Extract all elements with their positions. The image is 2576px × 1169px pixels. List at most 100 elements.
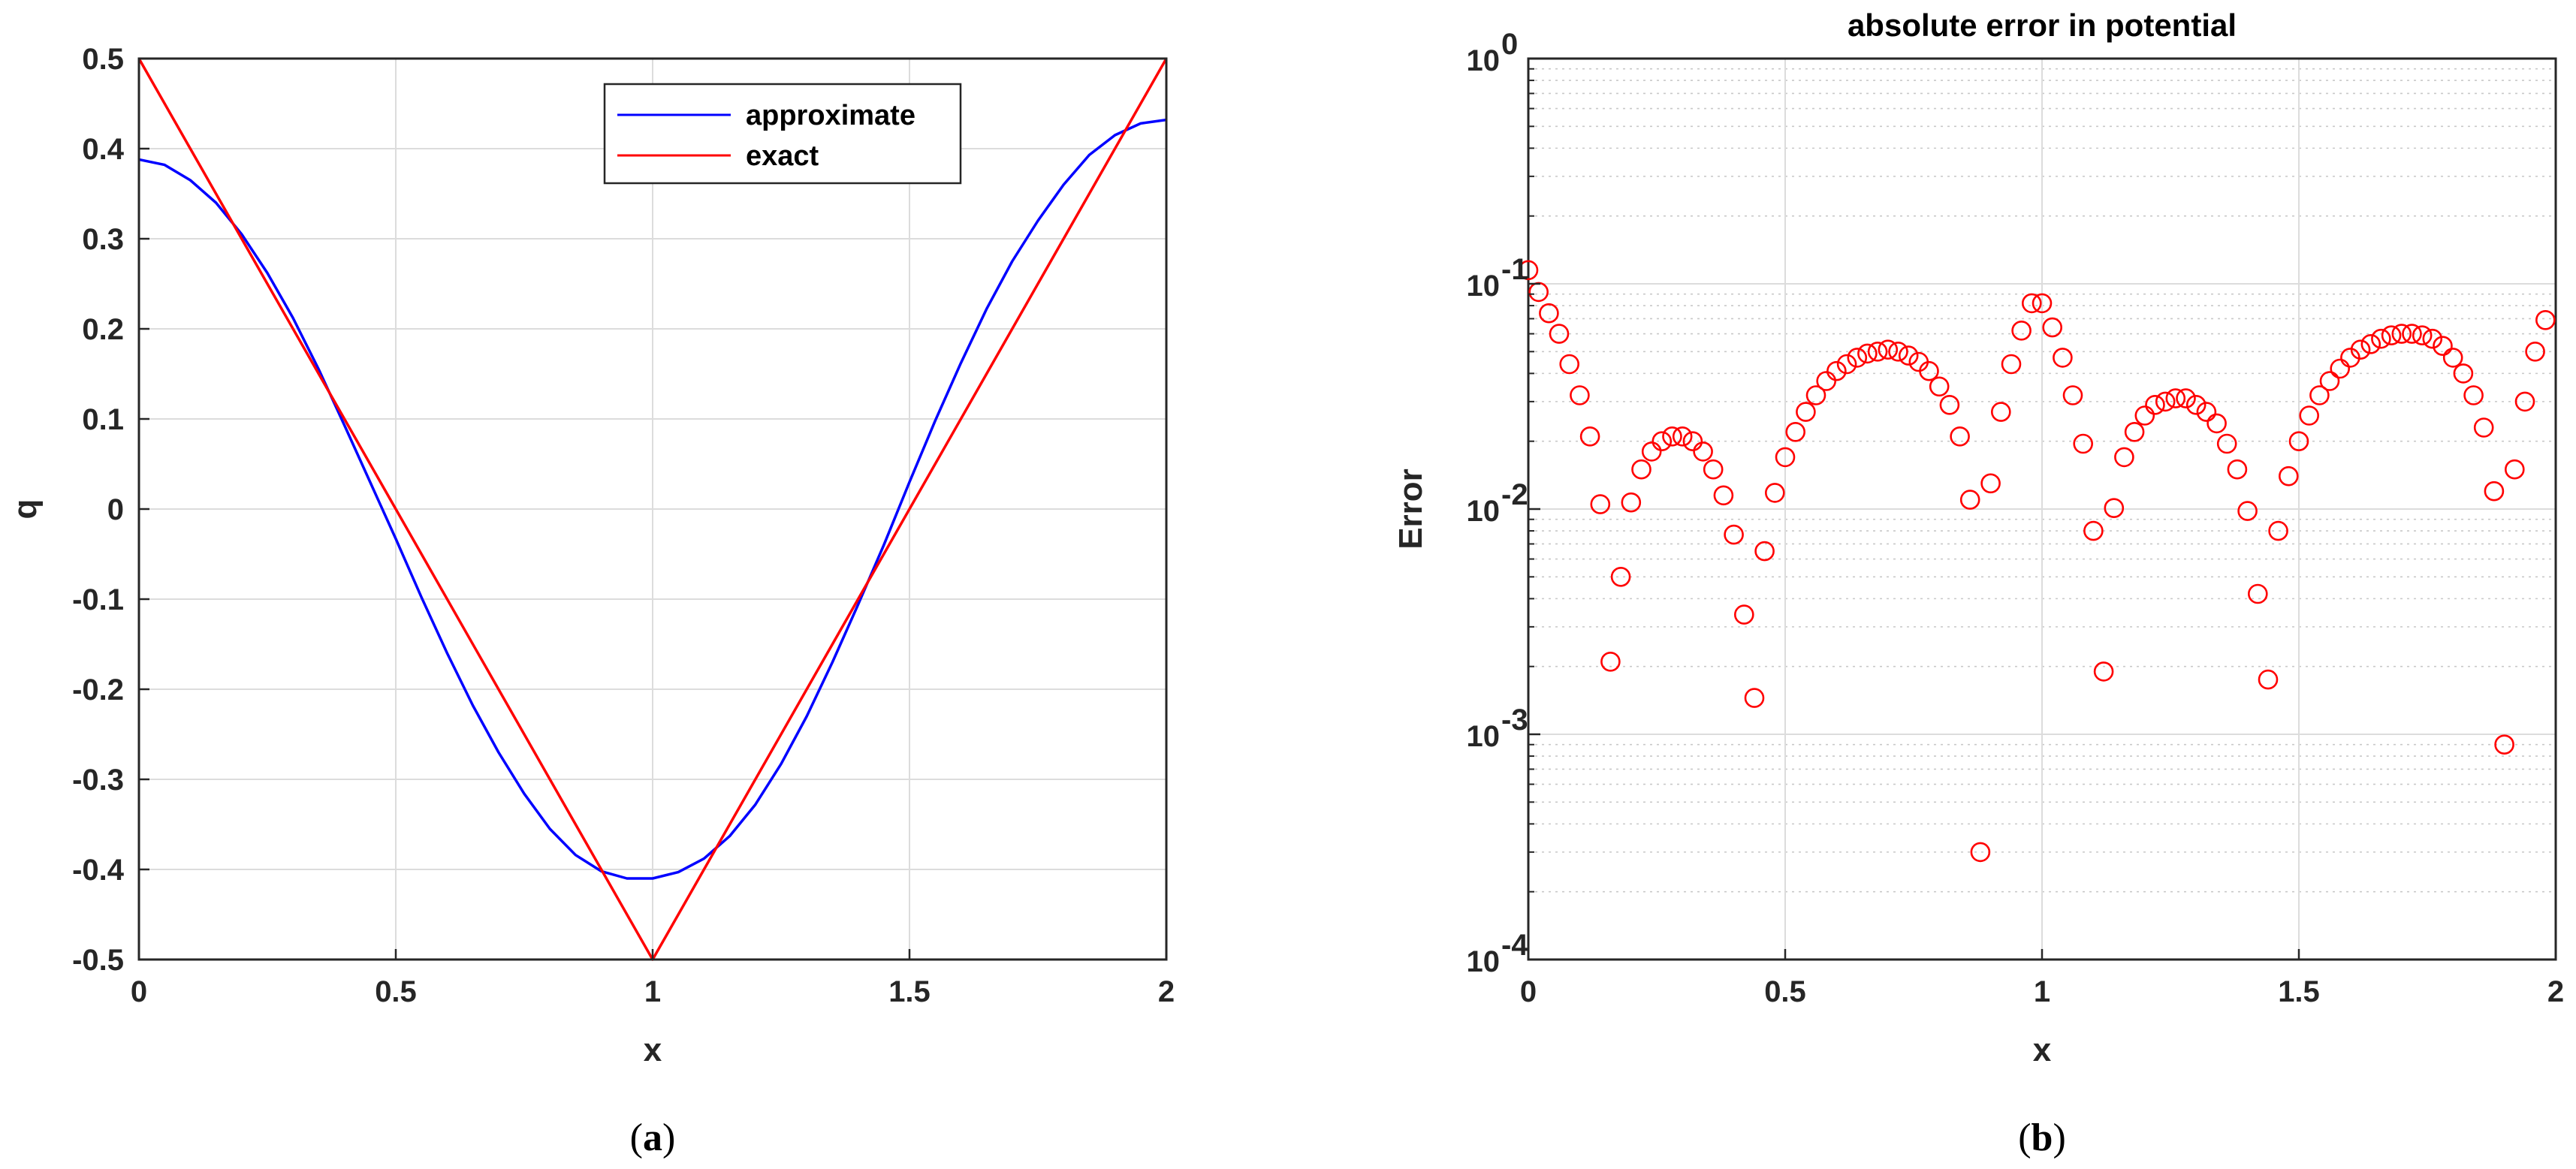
error-marker (1796, 402, 1816, 422)
error-marker (1682, 431, 1703, 452)
panel-a-chart: 0 0.5 1 1.5 2 -0.5 -0.4 -0.3 -0.2 -0.1 0 0.1 0.2 0.3 0… (7, 43, 1175, 1159)
error-marker (1590, 494, 1611, 514)
error-marker (1857, 343, 1878, 364)
error-marker (2299, 405, 2319, 426)
error-marker (1754, 541, 1775, 562)
error-marker (1970, 842, 1991, 863)
x-tick-label: 0 (131, 975, 147, 1008)
error-marker (2053, 348, 2073, 368)
error-marker (2185, 394, 2206, 415)
panel-b-caption-letter: b (2032, 1116, 2053, 1159)
panel-a-xlabel: x (644, 1032, 662, 1068)
x-tick-label: 0.5 (375, 975, 417, 1008)
panel-a-grid (138, 58, 1167, 960)
error-marker (1621, 492, 1642, 513)
error-marker (1816, 371, 1836, 391)
legend-box (603, 83, 962, 185)
error-marker (2227, 459, 2248, 480)
error-marker (2360, 333, 2381, 354)
error-marker (2442, 348, 2463, 368)
error-marker (2073, 433, 2093, 454)
panel-a-caption: (a) (630, 1116, 676, 1159)
error-marker (1878, 339, 1899, 360)
error-marker (2176, 388, 2196, 408)
error-marker (2381, 325, 2402, 346)
error-marker (1847, 348, 1868, 368)
error-marker (2494, 734, 2514, 755)
y-tick-label: 0.1 (82, 403, 124, 436)
error-marker (2525, 341, 2545, 362)
error-marker (1950, 426, 1970, 447)
error-marker (1631, 459, 1651, 480)
error-marker (2473, 417, 2494, 438)
error-marker (1959, 490, 1980, 510)
error-marker (2042, 317, 2062, 338)
panel-b-grid (1528, 58, 2556, 960)
error-marker (2114, 447, 2134, 468)
error-marker (1528, 282, 1549, 303)
error-marker (2145, 394, 2165, 415)
y-tick-label: -0.3 (72, 764, 124, 797)
error-marker (1549, 324, 1570, 344)
error-marker (2350, 339, 2371, 360)
x-tick-label: 1 (2034, 975, 2050, 1008)
error-marker (1724, 524, 1744, 545)
panel-b-ylabel: Error (1392, 469, 1429, 550)
error-marker (1539, 303, 1559, 324)
y-tick-label: 10 (1467, 44, 1501, 77)
error-marker (2216, 433, 2237, 454)
y-tick-label: 0.3 (82, 223, 124, 256)
error-marker (2206, 413, 2227, 434)
y-tick-label: 0.4 (82, 133, 124, 166)
x-tick-label: 1.5 (2278, 975, 2320, 1008)
error-marker (2484, 481, 2505, 502)
error-marker (1980, 473, 2001, 494)
error-marker (2093, 661, 2114, 682)
y-tick-label: -0.5 (72, 944, 124, 977)
error-marker (2422, 328, 2443, 349)
error-marker (1898, 345, 1919, 366)
y-tick-exponent: -3 (1501, 704, 1528, 737)
error-marker (1908, 351, 1929, 372)
y-tick-exponent: -1 (1501, 253, 1528, 286)
error-marker (2319, 371, 2340, 391)
error-marker (2032, 293, 2053, 314)
error-marker (1662, 426, 1682, 447)
error-marker (1888, 341, 1908, 362)
legend-label-approximate: approximate (746, 100, 915, 131)
error-marker (1765, 483, 1785, 503)
y-tick-label: -0.2 (72, 673, 124, 707)
error-marker (1836, 354, 1857, 375)
panel-b-xlabel: x (2033, 1032, 2052, 1068)
legend-label-exact: exact (746, 140, 819, 172)
y-tick-label: -0.4 (72, 854, 125, 887)
y-tick-label: 0.5 (82, 43, 124, 76)
y-tick-exponent: -2 (1501, 478, 1528, 511)
error-marker (2268, 520, 2288, 541)
error-marker (1867, 341, 1888, 362)
error-marker (1775, 447, 1796, 468)
x-tick-label: 0.5 (1764, 975, 1806, 1008)
panel-b-caption: (b) (2018, 1116, 2066, 1159)
error-marker (2134, 405, 2155, 426)
error-marker (2011, 320, 2032, 341)
error-marker (2279, 465, 2299, 487)
error-marker (2196, 402, 2217, 422)
x-tick-label: 2 (2547, 975, 2564, 1008)
error-marker (2083, 520, 2104, 541)
x-tick-label: 1.5 (888, 975, 931, 1008)
error-marker (1518, 260, 1539, 281)
error-marker (2391, 324, 2412, 344)
error-marker (2062, 385, 2083, 405)
y-tick-exponent: -4 (1501, 929, 1528, 962)
error-marker (1672, 426, 1693, 447)
y-tick-label: 10 (1467, 495, 1501, 528)
panel-a-caption-letter: a (643, 1116, 662, 1159)
error-marker (1826, 360, 1847, 381)
y-tick-label: 0.2 (82, 313, 124, 346)
error-marker (2371, 328, 2391, 349)
error-marker (1641, 441, 1662, 462)
error-marker (1651, 431, 1673, 452)
error-marker (2155, 391, 2176, 412)
